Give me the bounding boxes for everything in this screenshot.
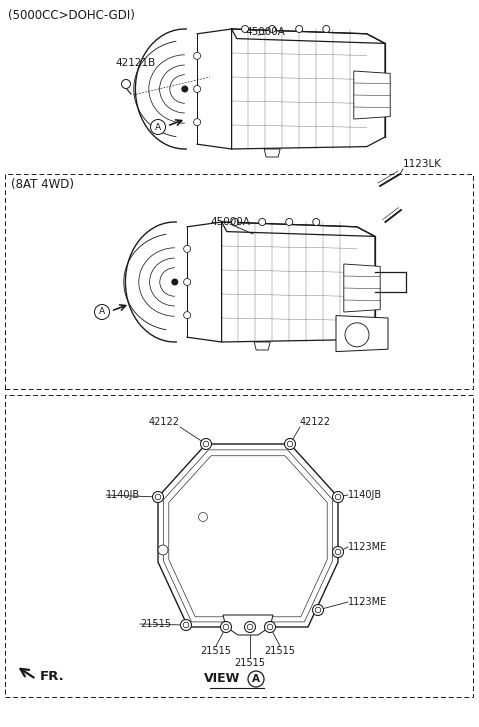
Circle shape (332, 491, 343, 502)
Text: A: A (155, 123, 161, 132)
Circle shape (183, 278, 191, 286)
Text: A: A (252, 674, 260, 684)
Text: (8AT 4WD): (8AT 4WD) (11, 178, 74, 191)
Circle shape (201, 438, 212, 449)
Circle shape (152, 491, 163, 502)
Polygon shape (264, 149, 280, 157)
Circle shape (183, 245, 191, 252)
Text: 45000A: 45000A (210, 217, 250, 227)
Text: 21515: 21515 (140, 619, 171, 629)
Polygon shape (344, 264, 380, 312)
Circle shape (269, 25, 275, 33)
Circle shape (323, 25, 330, 33)
Text: 45000A: 45000A (245, 27, 285, 37)
Circle shape (172, 279, 178, 285)
Bar (5, 395, 473, 697)
Circle shape (285, 219, 293, 225)
Polygon shape (336, 316, 388, 352)
Circle shape (244, 622, 255, 632)
Polygon shape (223, 615, 273, 635)
Text: 42122: 42122 (149, 417, 180, 427)
Text: FR.: FR. (40, 670, 65, 683)
Circle shape (183, 312, 191, 318)
Text: (5000CC>DOHC-GDI): (5000CC>DOHC-GDI) (8, 9, 135, 22)
Text: 42122: 42122 (300, 417, 331, 427)
Text: 42121B: 42121B (115, 58, 155, 68)
Text: A: A (99, 308, 105, 316)
Circle shape (220, 622, 231, 632)
Text: 1123LK: 1123LK (403, 159, 442, 169)
Text: VIEW: VIEW (204, 672, 240, 686)
Circle shape (285, 438, 296, 449)
Circle shape (332, 547, 343, 558)
Circle shape (259, 219, 266, 225)
Circle shape (181, 619, 192, 630)
Circle shape (122, 79, 130, 89)
Circle shape (182, 87, 188, 92)
Circle shape (94, 305, 110, 319)
Text: 1140JB: 1140JB (106, 490, 140, 500)
Text: 1123ME: 1123ME (348, 597, 387, 607)
Circle shape (248, 671, 264, 687)
Circle shape (296, 25, 303, 33)
Text: 1123ME: 1123ME (348, 542, 387, 552)
Circle shape (198, 513, 207, 521)
Circle shape (194, 52, 201, 60)
Circle shape (313, 219, 320, 225)
Bar (5, 174, 473, 389)
Polygon shape (354, 71, 390, 119)
Circle shape (194, 119, 201, 126)
Circle shape (194, 86, 201, 92)
Text: 21515: 21515 (235, 658, 265, 668)
Text: 1140JB: 1140JB (348, 490, 382, 500)
Circle shape (232, 219, 239, 225)
Circle shape (158, 545, 168, 555)
Text: 21515: 21515 (264, 646, 296, 656)
Circle shape (264, 622, 275, 632)
Polygon shape (254, 342, 270, 350)
Circle shape (241, 25, 249, 33)
Circle shape (150, 119, 166, 134)
Text: 21515: 21515 (201, 646, 231, 656)
Circle shape (312, 604, 323, 616)
